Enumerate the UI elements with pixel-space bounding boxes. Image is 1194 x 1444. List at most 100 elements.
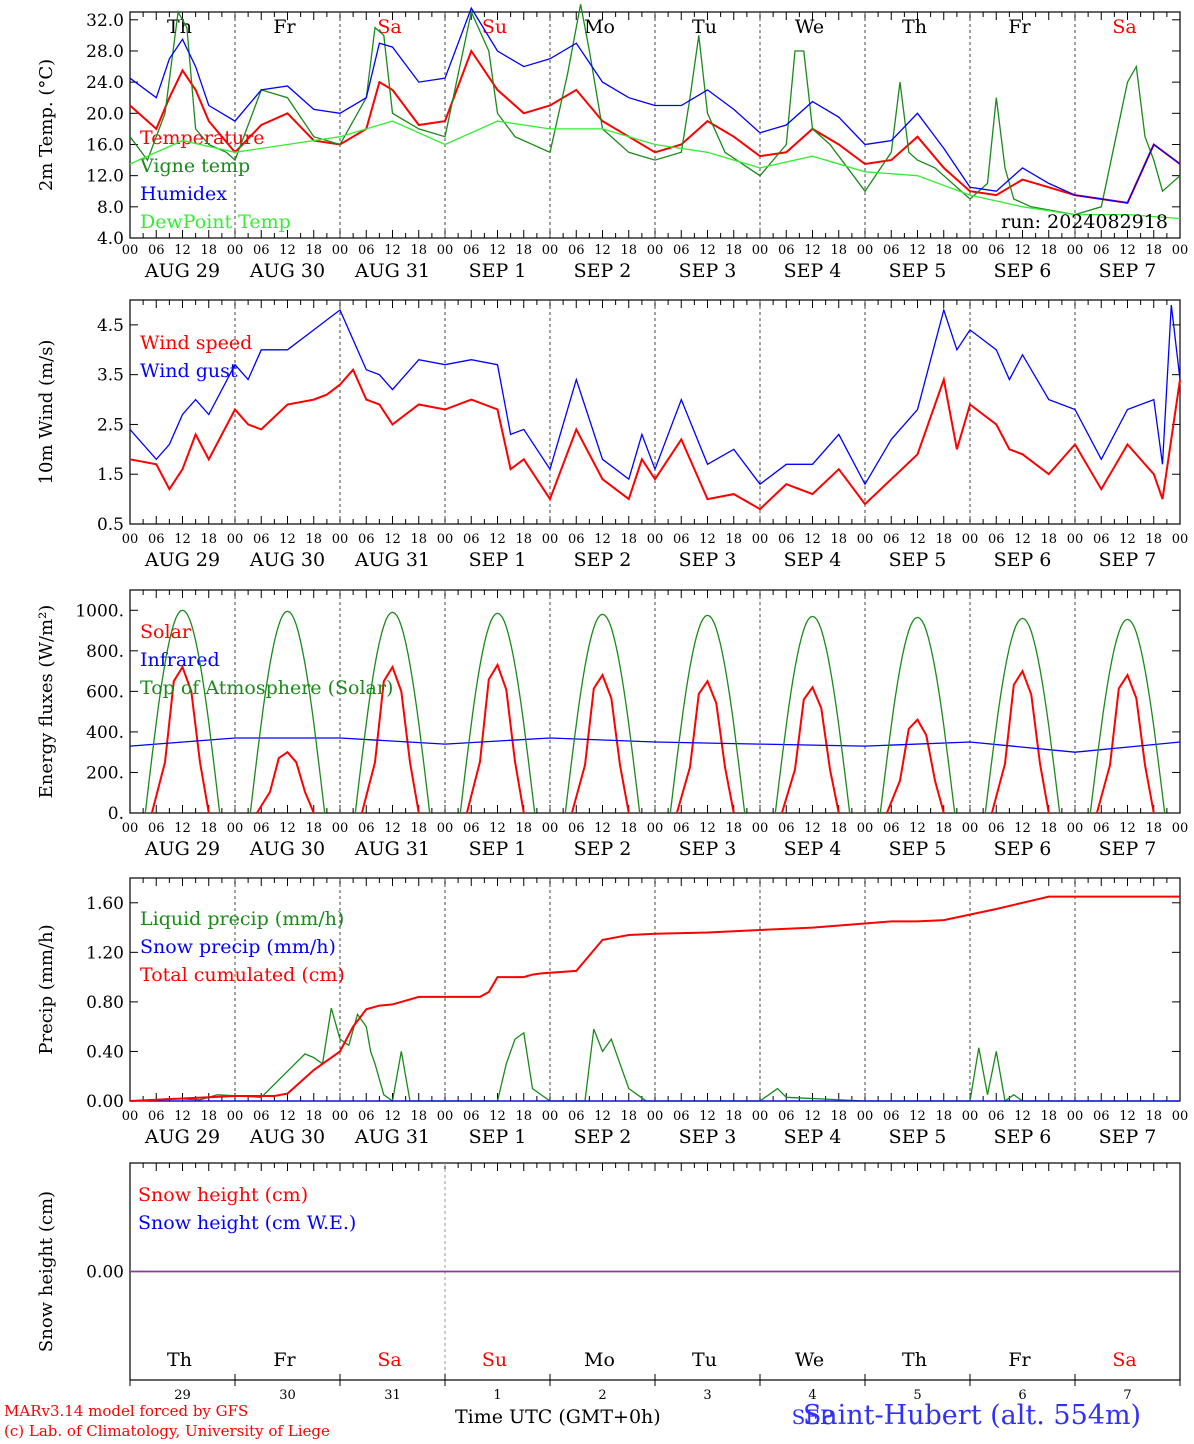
hour-tick-label: 00 [332, 821, 349, 836]
date-label: SEP 4 [784, 549, 842, 571]
hour-tick-label: 18 [1040, 532, 1057, 547]
y-axis-title: 10m Wind (m/s) [36, 340, 57, 485]
weekday-label: Su [482, 1349, 507, 1371]
day-number-label: 7 [1123, 1388, 1131, 1403]
hour-tick-label: 12 [804, 1109, 821, 1124]
date-label: SEP 1 [469, 549, 527, 571]
hour-tick-label: 12 [699, 821, 716, 836]
y-tick-label: 4.0 [97, 229, 124, 249]
date-label: AUG 31 [354, 1126, 430, 1148]
hour-tick-label: 00 [1172, 821, 1189, 836]
date-label: SEP 2 [574, 838, 632, 860]
day-number-label: 29 [174, 1388, 191, 1403]
hour-tick-label: 18 [1145, 532, 1162, 547]
hour-tick-label: 18 [305, 243, 322, 258]
date-label: SEP 3 [679, 549, 737, 571]
hour-tick-label: 18 [1145, 1109, 1162, 1124]
date-label: SEP 3 [679, 260, 737, 282]
hour-tick-label: 12 [174, 243, 191, 258]
hour-tick-label: 06 [883, 243, 900, 258]
date-label: AUG 30 [249, 549, 325, 571]
hour-tick-label: 18 [515, 243, 532, 258]
date-label: SEP 4 [784, 260, 842, 282]
date-label: AUG 31 [354, 838, 430, 860]
legend-lightgreen: DewPoint Temp [140, 211, 291, 233]
hour-tick-label: 00 [122, 532, 139, 547]
date-label: SEP 7 [1099, 260, 1157, 282]
hour-tick-label: 18 [725, 1109, 742, 1124]
series-toa-line [1089, 618, 1166, 814]
hour-tick-label: 12 [384, 821, 401, 836]
hour-tick-label: 06 [463, 1109, 480, 1124]
date-label: SEP 7 [1099, 549, 1157, 571]
hour-tick-label: 12 [384, 532, 401, 547]
date-label: AUG 30 [249, 260, 325, 282]
weekday-label: Sa [377, 1349, 401, 1371]
hour-tick-label: 18 [1040, 821, 1057, 836]
date-label: SEP 6 [994, 1126, 1052, 1148]
hour-tick-label: 06 [253, 532, 270, 547]
hour-tick-label: 12 [699, 243, 716, 258]
series-solar-line [150, 664, 210, 814]
hour-tick-label: 06 [358, 532, 375, 547]
hour-tick-label: 18 [515, 1109, 532, 1124]
legend-red: Snow height (cm) [138, 1184, 308, 1206]
hour-tick-label: 12 [384, 243, 401, 258]
weekday-label: Fr [1008, 1349, 1031, 1371]
series-toa-line [354, 611, 431, 814]
hour-tick-label: 06 [673, 1109, 690, 1124]
series-toa-line [879, 616, 956, 814]
hour-tick-label: 00 [1067, 243, 1084, 258]
hour-tick-label: 12 [174, 1109, 191, 1124]
hour-tick-label: 12 [279, 532, 296, 547]
date-label: AUG 29 [144, 1126, 220, 1148]
hour-tick-label: 00 [1067, 821, 1084, 836]
credit-lab: (c) Lab. of Climatology, University of L… [4, 1422, 330, 1440]
hour-tick-label: 18 [725, 243, 742, 258]
weekday-label: Sa [377, 16, 401, 38]
legend-blue: Wind gust [140, 360, 238, 382]
hour-tick-label: 12 [1119, 532, 1136, 547]
y-tick-label: 1000. [75, 601, 124, 621]
series-toa-line [774, 615, 851, 814]
day-number-label: 31 [384, 1388, 401, 1403]
series-solar-line [675, 679, 735, 814]
series-solar-line [360, 664, 420, 814]
series-toa-line [984, 617, 1061, 814]
hour-tick-label: 06 [253, 1109, 270, 1124]
series-solar-line [885, 718, 945, 814]
hour-tick-label: 06 [673, 243, 690, 258]
panel-frame [129, 299, 1181, 525]
hour-tick-label: 00 [332, 532, 349, 547]
hour-tick-label: 18 [200, 243, 217, 258]
y-tick-label: 3.5 [97, 366, 124, 386]
hour-tick-label: 18 [410, 532, 427, 547]
y-tick-label: 32.0 [86, 11, 124, 31]
hour-tick-label: 12 [804, 532, 821, 547]
date-label: AUG 29 [144, 549, 220, 571]
y-tick-label: 200. [86, 763, 124, 783]
hour-tick-label: 06 [778, 821, 795, 836]
hour-tick-label: 06 [1093, 821, 1110, 836]
hour-tick-label: 12 [909, 1109, 926, 1124]
series-toa-line [144, 609, 221, 814]
hour-tick-label: 06 [778, 243, 795, 258]
hour-tick-label: 00 [332, 243, 349, 258]
hour-tick-label: 12 [594, 243, 611, 258]
hour-tick-label: 00 [437, 243, 454, 258]
hour-tick-label: 00 [437, 821, 454, 836]
hour-tick-label: 18 [725, 821, 742, 836]
hour-tick-label: 00 [227, 1109, 244, 1124]
hour-tick-label: 00 [857, 821, 874, 836]
hour-tick-label: 00 [647, 821, 664, 836]
hour-tick-label: 18 [935, 821, 952, 836]
hour-tick-label: 18 [620, 821, 637, 836]
hour-tick-label: 00 [1172, 532, 1189, 547]
y-tick-label: 0.5 [97, 515, 124, 535]
hour-tick-label: 06 [253, 243, 270, 258]
panel-frame [129, 589, 1181, 814]
hour-tick-label: 18 [830, 821, 847, 836]
time-axis-title: Time UTC (GMT+0h) [455, 1406, 661, 1428]
